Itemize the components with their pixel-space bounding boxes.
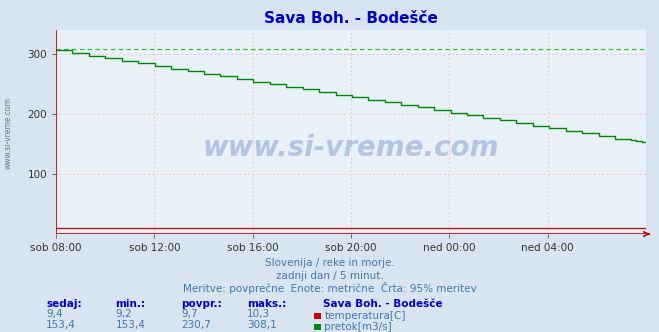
Text: 308,1: 308,1 — [247, 320, 277, 330]
Text: 9,2: 9,2 — [115, 309, 132, 319]
Text: povpr.:: povpr.: — [181, 299, 222, 309]
Text: 9,7: 9,7 — [181, 309, 198, 319]
Text: temperatura[C]: temperatura[C] — [324, 311, 406, 321]
Text: 10,3: 10,3 — [247, 309, 270, 319]
Text: Slovenija / reke in morje.: Slovenija / reke in morje. — [264, 258, 395, 268]
Text: Sava Boh. - Bodešče: Sava Boh. - Bodešče — [323, 299, 443, 309]
Text: 153,4: 153,4 — [115, 320, 145, 330]
Text: Meritve: povprečne  Enote: metrične  Črta: 95% meritev: Meritve: povprečne Enote: metrične Črta:… — [183, 282, 476, 294]
Text: www.si-vreme.com: www.si-vreme.com — [3, 97, 13, 169]
Text: 230,7: 230,7 — [181, 320, 211, 330]
Text: 153,4: 153,4 — [46, 320, 76, 330]
Title: Sava Boh. - Bodešče: Sava Boh. - Bodešče — [264, 11, 438, 26]
Text: min.:: min.: — [115, 299, 146, 309]
Text: pretok[m3/s]: pretok[m3/s] — [324, 322, 392, 332]
Text: maks.:: maks.: — [247, 299, 287, 309]
Text: www.si-vreme.com: www.si-vreme.com — [203, 134, 499, 162]
Text: sedaj:: sedaj: — [46, 299, 82, 309]
Text: zadnji dan / 5 minut.: zadnji dan / 5 minut. — [275, 271, 384, 281]
Text: 9,4: 9,4 — [46, 309, 63, 319]
